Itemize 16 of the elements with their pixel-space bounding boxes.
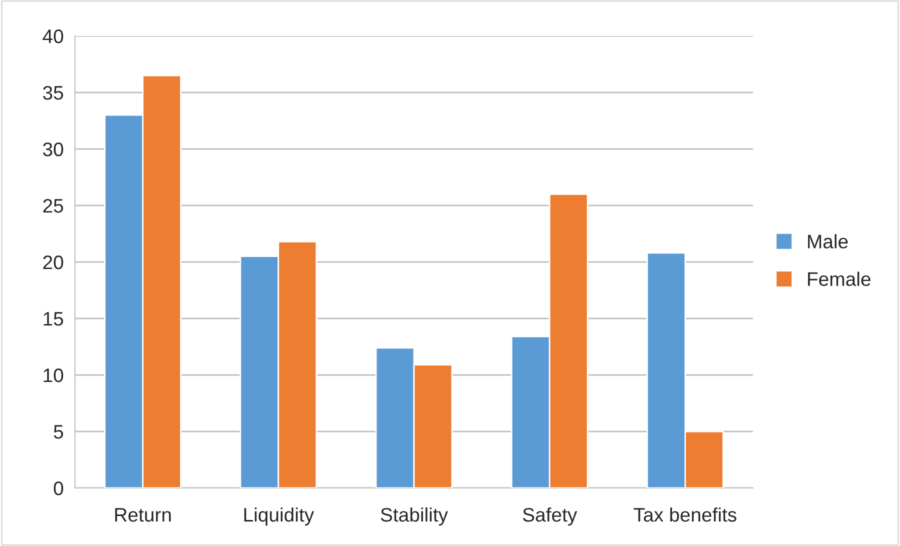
x-tick-label: Return xyxy=(115,508,171,522)
y-tick-label: 20 xyxy=(43,255,64,270)
y-tick-label: 30 xyxy=(43,142,64,156)
x-tick-label: Liquidity xyxy=(244,507,314,526)
y-tick-label: 15 xyxy=(44,312,64,326)
y-tick-label: 5 xyxy=(54,425,64,439)
legend-label: Male xyxy=(808,234,848,248)
x-tick-label: Tax benefits xyxy=(634,507,736,522)
x-tick-label: Safety xyxy=(522,507,578,526)
y-tick-label: 40 xyxy=(42,29,64,44)
y-tick-label: 0 xyxy=(54,481,64,496)
x-tick-label: Stability xyxy=(380,507,448,526)
legend-label: Female xyxy=(808,272,870,286)
y-tick-label: 35 xyxy=(43,86,64,100)
y-tick-label: 25 xyxy=(43,198,64,213)
y-tick-label: 10 xyxy=(44,368,64,382)
